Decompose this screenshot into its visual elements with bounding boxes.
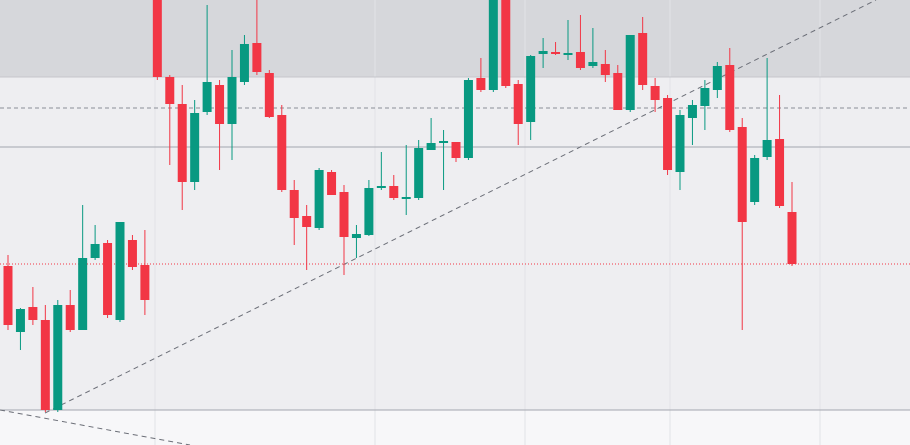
candle-body xyxy=(700,88,710,106)
candle-body xyxy=(575,52,585,68)
candle-body xyxy=(53,305,63,410)
candle-body xyxy=(327,172,337,195)
candle-body xyxy=(202,82,212,112)
candle-body xyxy=(115,222,125,320)
candle-body xyxy=(775,139,785,206)
candle-body xyxy=(277,115,287,190)
candle-body xyxy=(302,216,312,227)
candle-body xyxy=(165,77,175,104)
candle-body xyxy=(90,244,100,258)
candle-body xyxy=(339,192,349,237)
candle-body xyxy=(127,240,137,267)
candle-body xyxy=(351,234,361,238)
candles xyxy=(3,0,797,412)
candle-body xyxy=(625,35,635,110)
candle-body xyxy=(737,127,747,222)
candle-body xyxy=(364,188,374,235)
candle-body xyxy=(588,62,598,66)
candle-body xyxy=(28,307,38,320)
candle-body xyxy=(513,84,523,124)
candle-body xyxy=(177,104,187,182)
candle-body xyxy=(3,266,13,325)
candle-body xyxy=(712,66,722,90)
candle-body xyxy=(762,140,772,157)
candle-body xyxy=(376,186,386,188)
shaded-zone xyxy=(0,0,910,77)
candle-body xyxy=(750,158,760,202)
candle-body xyxy=(476,78,486,90)
candle-body xyxy=(663,98,673,170)
candle-body xyxy=(40,320,50,410)
candle-body xyxy=(725,65,735,130)
candle-body xyxy=(451,142,461,158)
candle-body xyxy=(78,258,88,330)
candle-body xyxy=(264,73,274,117)
candle-body xyxy=(551,52,561,54)
candle-body xyxy=(103,243,113,315)
candle-body xyxy=(414,148,424,198)
candle-body xyxy=(140,265,150,300)
candle-body xyxy=(314,170,324,228)
candle-body xyxy=(190,113,200,182)
candle-body xyxy=(563,53,573,55)
lower-zone xyxy=(0,410,910,445)
candle-body xyxy=(252,43,262,72)
candle-body xyxy=(65,305,75,330)
candle-body xyxy=(152,0,162,77)
candle-body xyxy=(215,85,225,124)
candle-body xyxy=(526,56,536,122)
candle-body xyxy=(401,197,411,199)
candle-body xyxy=(638,33,648,85)
candle-body xyxy=(289,190,299,218)
candle-body xyxy=(488,0,498,90)
candle-body xyxy=(600,64,610,75)
candle-body xyxy=(439,141,449,143)
candle-body xyxy=(538,51,548,54)
candle-body xyxy=(227,77,237,124)
candle-body xyxy=(675,115,685,172)
trend-line xyxy=(44,0,877,414)
candle-body xyxy=(650,86,660,100)
candle-body xyxy=(389,186,399,198)
candle-body xyxy=(613,73,623,110)
candle-body xyxy=(426,143,436,150)
candle-body xyxy=(687,105,697,118)
candle-body xyxy=(15,309,25,332)
candle-body xyxy=(239,44,249,82)
candle-body xyxy=(501,0,511,86)
candle-body xyxy=(463,80,473,158)
candle-body xyxy=(787,212,797,264)
